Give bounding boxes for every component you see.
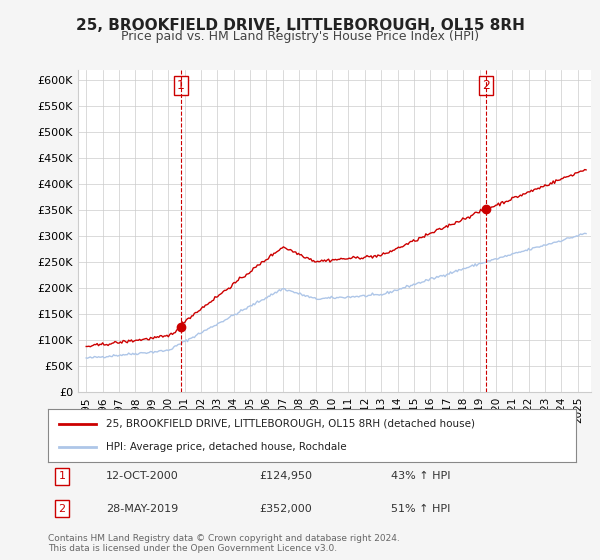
Text: Contains HM Land Registry data © Crown copyright and database right 2024.
This d: Contains HM Land Registry data © Crown c… — [48, 534, 400, 553]
Text: 1: 1 — [59, 472, 65, 482]
Text: Price paid vs. HM Land Registry's House Price Index (HPI): Price paid vs. HM Land Registry's House … — [121, 30, 479, 43]
Text: 51% ↑ HPI: 51% ↑ HPI — [391, 503, 451, 514]
Text: 2: 2 — [59, 503, 65, 514]
Text: 25, BROOKFIELD DRIVE, LITTLEBOROUGH, OL15 8RH (detached house): 25, BROOKFIELD DRIVE, LITTLEBOROUGH, OL1… — [106, 419, 475, 429]
Text: 25, BROOKFIELD DRIVE, LITTLEBOROUGH, OL15 8RH: 25, BROOKFIELD DRIVE, LITTLEBOROUGH, OL1… — [76, 18, 524, 33]
Text: £124,950: £124,950 — [259, 472, 312, 482]
Text: HPI: Average price, detached house, Rochdale: HPI: Average price, detached house, Roch… — [106, 442, 347, 452]
Text: 43% ↑ HPI: 43% ↑ HPI — [391, 472, 451, 482]
Text: 2: 2 — [482, 79, 490, 92]
Text: 12-OCT-2000: 12-OCT-2000 — [106, 472, 179, 482]
Text: 1: 1 — [177, 79, 185, 92]
Text: £352,000: £352,000 — [259, 503, 312, 514]
Text: 28-MAY-2019: 28-MAY-2019 — [106, 503, 178, 514]
